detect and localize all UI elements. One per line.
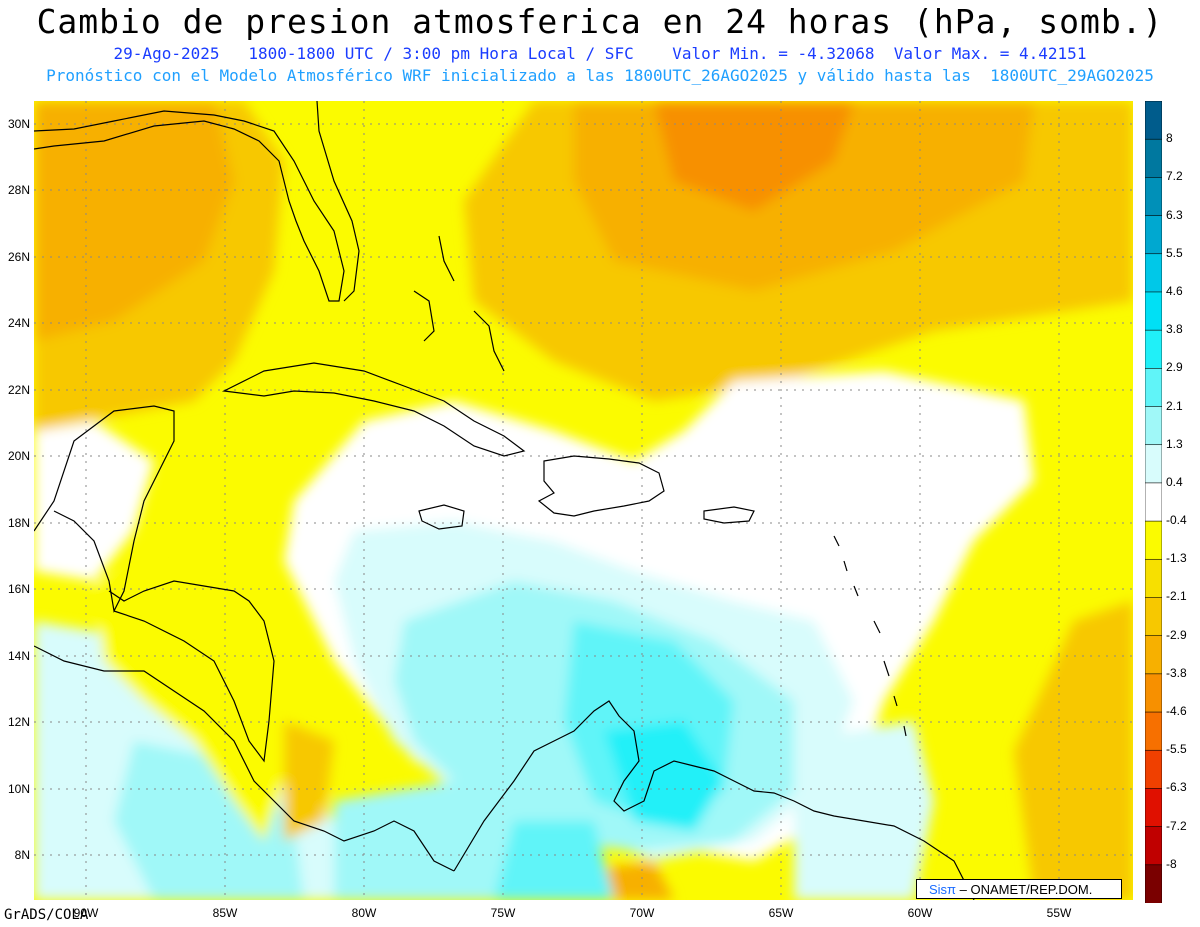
- sispi-logo: Sisπ – ONAMET/REP.DOM.: [916, 879, 1122, 899]
- coastlines: [34, 101, 975, 900]
- lat-label: 12N: [7, 715, 30, 729]
- colorbar-swatch: [1145, 788, 1162, 828]
- graticule: [34, 101, 1133, 900]
- pressure-change-map: [34, 101, 1133, 900]
- colorbar-swatch: [1145, 253, 1162, 293]
- colorbar-swatch: [1145, 482, 1162, 522]
- colorbar-swatch: [1145, 444, 1162, 484]
- onamet-text: – ONAMET/REP.DOM.: [959, 882, 1093, 897]
- lat-label: 18N: [7, 516, 30, 530]
- colorbar: [1145, 101, 1162, 903]
- colorbar-label: 2.1: [1166, 398, 1183, 413]
- colorbar-label: 6.3: [1166, 207, 1183, 222]
- lat-label: 14N: [7, 649, 30, 663]
- colorbar-label: -2.1: [1166, 589, 1187, 604]
- lat-label: 20N: [7, 449, 30, 463]
- lat-label: 10N: [7, 782, 30, 796]
- colorbar-label: 8: [1166, 131, 1173, 146]
- lat-label: 26N: [7, 250, 30, 264]
- lon-label: 65W: [768, 906, 794, 920]
- colorbar-swatch: [1145, 749, 1162, 790]
- colorbar-label: -4.6: [1166, 704, 1187, 719]
- colorbar-label: -6.3: [1166, 780, 1187, 795]
- lat-label: 24N: [7, 316, 30, 330]
- colorbar-label: 0.4: [1166, 474, 1183, 489]
- colorbar-swatch: [1145, 291, 1162, 331]
- colorbar-label: -5.5: [1166, 742, 1187, 757]
- colorbar-label: -3.8: [1166, 665, 1187, 680]
- lat-label: 22N: [7, 383, 30, 397]
- lon-label: 75W: [490, 906, 516, 920]
- subtitle-model-run: Pronóstico con el Modelo Atmosférico WRF…: [46, 66, 1154, 85]
- colorbar-label: -8: [1166, 856, 1177, 871]
- grads-credit: GrADS/COLA: [4, 907, 89, 923]
- sispi-mark: Sisπ: [929, 882, 957, 897]
- colorbar-label: 5.5: [1166, 245, 1183, 260]
- colorbar-swatch: [1145, 520, 1162, 561]
- chart-title: Cambio de presion atmosferica en 24 hora…: [36, 2, 1164, 41]
- colorbar-swatch: [1145, 826, 1162, 866]
- colorbar-label: -2.9: [1166, 627, 1187, 642]
- colorbar-label: 1.3: [1166, 436, 1183, 451]
- lon-label: 90W: [73, 906, 99, 920]
- colorbar-swatch: [1145, 864, 1162, 903]
- colorbar-label: 4.6: [1166, 283, 1183, 298]
- colorbar-label: -0.4: [1166, 513, 1187, 528]
- colorbar-swatch: [1145, 558, 1162, 599]
- lon-label: 70W: [629, 906, 655, 920]
- lat-label: 8N: [14, 848, 30, 862]
- subtitle-valid-time: 29-Ago-2025 1800-1800 UTC / 3:00 pm Hora…: [113, 44, 1087, 63]
- colorbar-label: 2.9: [1166, 360, 1183, 375]
- colorbar-swatch: [1145, 329, 1162, 370]
- colorbar-label: 7.2: [1166, 169, 1183, 184]
- colorbar-label: 3.8: [1166, 322, 1183, 337]
- lat-label: 30N: [7, 117, 30, 131]
- colorbar-swatch: [1145, 406, 1162, 446]
- colorbar-label: -1.3: [1166, 551, 1187, 566]
- lon-label: 60W: [907, 906, 933, 920]
- colorbar-swatch: [1145, 101, 1162, 140]
- colorbar-swatch: [1145, 673, 1162, 713]
- lon-label: 85W: [212, 906, 238, 920]
- lon-label: 80W: [351, 906, 377, 920]
- colorbar-swatch: [1145, 635, 1162, 675]
- colorbar-swatch: [1145, 215, 1162, 255]
- colorbar-swatch: [1145, 711, 1162, 752]
- colorbar-swatch: [1145, 368, 1162, 408]
- lon-label: 55W: [1046, 906, 1072, 920]
- colorbar-swatch: [1145, 597, 1162, 637]
- lat-label: 28N: [7, 183, 30, 197]
- colorbar-label: -7.2: [1166, 818, 1187, 833]
- colorbar-swatch: [1145, 177, 1162, 217]
- colorbar-swatch: [1145, 138, 1162, 179]
- lat-label: 16N: [7, 582, 30, 596]
